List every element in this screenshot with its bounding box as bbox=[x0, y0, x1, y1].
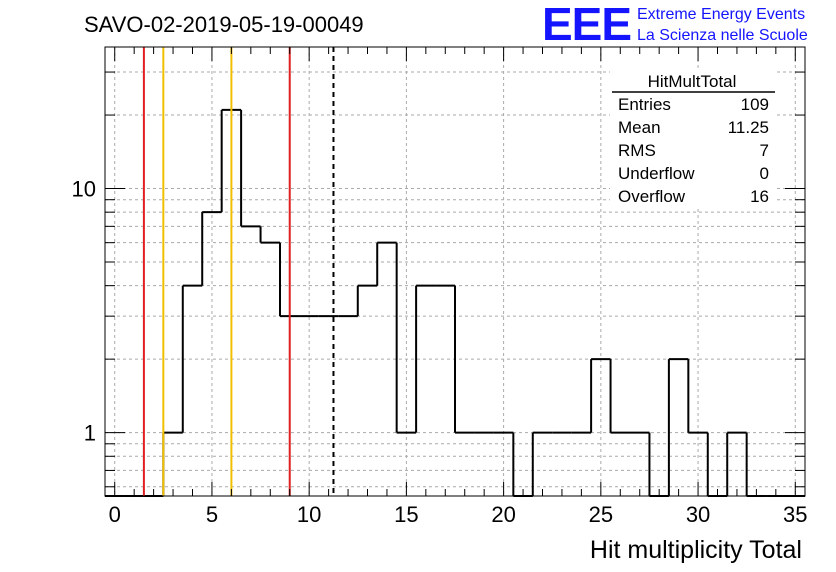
eee-logo-text: EEE bbox=[542, 0, 631, 50]
stats-row-label: Mean bbox=[618, 118, 661, 137]
plot-frame bbox=[104, 46, 806, 497]
x-tick-label: 20 bbox=[491, 502, 515, 527]
y-tick-label: 10 bbox=[72, 177, 96, 202]
x-tick-label: 0 bbox=[109, 502, 121, 527]
x-tick-label: 10 bbox=[297, 502, 321, 527]
run-title: SAVO-02-2019-05-19-00049 bbox=[84, 12, 364, 37]
x-tick-label: 15 bbox=[394, 502, 418, 527]
x-axis: 0 5 10 15 20 25 30 35 bbox=[109, 47, 808, 527]
stats-row-label: Entries bbox=[618, 95, 671, 114]
stats-row-label: RMS bbox=[618, 141, 656, 160]
x-tick-label: 35 bbox=[783, 502, 807, 527]
stats-row-label: Underflow bbox=[618, 164, 695, 183]
stats-row-value: 0 bbox=[760, 164, 769, 183]
x-tick-label: 30 bbox=[686, 502, 710, 527]
eee-logo-line1: Extreme Energy Events bbox=[637, 6, 805, 23]
stats-row-value: 109 bbox=[741, 95, 769, 114]
x-tick-label: 25 bbox=[589, 502, 613, 527]
eee-logo: EEE Extreme Energy Events La Scienza nel… bbox=[542, 0, 808, 50]
x-tick-label: 5 bbox=[206, 502, 218, 527]
stats-row-value: 16 bbox=[750, 187, 769, 206]
stats-box-title: HitMultTotal bbox=[648, 72, 737, 91]
y-tick-label: 1 bbox=[84, 421, 96, 446]
stats-box: HitMultTotal Entries 109 Mean 11.25 RMS 7 Unde… bbox=[610, 70, 776, 208]
stats-row-value: 7 bbox=[760, 141, 769, 160]
marker-lines bbox=[142, 47, 335, 496]
eee-logo-line2: La Scienza nelle Scuole bbox=[637, 27, 808, 44]
stats-row-value: 11.25 bbox=[728, 118, 769, 137]
y-axis: 1 10 bbox=[72, 71, 805, 488]
x-axis-title: Hit multiplicity Total bbox=[590, 536, 802, 564]
stats-row-label: Overflow bbox=[618, 187, 686, 206]
stats-box-background bbox=[610, 70, 776, 208]
